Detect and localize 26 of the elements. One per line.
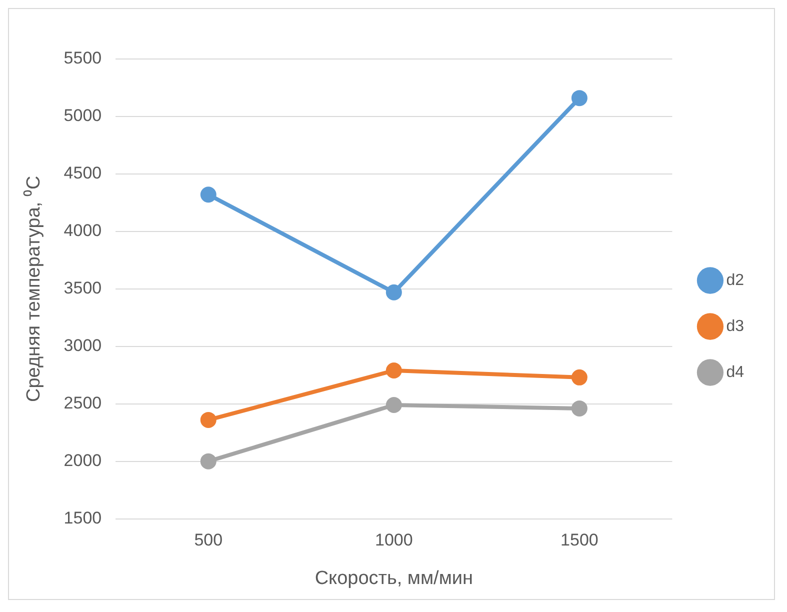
point (386, 284, 402, 300)
y-axis-title: Средняя температура, ⁰C (22, 176, 45, 402)
point (386, 362, 402, 379)
point (386, 397, 402, 413)
y-tick-label: 2000 (64, 451, 102, 470)
x-axis-title: Скорость, мм/мин (314, 568, 474, 589)
x-tick-label: 1000 (374, 530, 413, 550)
y-tick-label: 5500 (64, 48, 102, 68)
point (200, 412, 216, 428)
x-tick-label: 500 (194, 530, 223, 550)
y-tick-label: 5000 (64, 106, 102, 126)
point (571, 400, 588, 416)
legend-label: d2 (726, 272, 744, 289)
y-tick-label: 4500 (64, 164, 102, 183)
point (200, 186, 216, 203)
point (571, 369, 588, 386)
point (571, 90, 588, 106)
x-tick-label: 1500 (560, 530, 598, 550)
y-tick-label: 2500 (64, 394, 102, 413)
point (200, 453, 216, 470)
y-tick-label: 3500 (64, 278, 102, 298)
legend-label: d3 (726, 318, 744, 335)
y-tick-label: 3000 (64, 336, 102, 356)
y-tick-label: 1500 (64, 508, 102, 528)
legend-label: d4 (726, 364, 744, 381)
y-tick-label: 4000 (64, 221, 102, 240)
